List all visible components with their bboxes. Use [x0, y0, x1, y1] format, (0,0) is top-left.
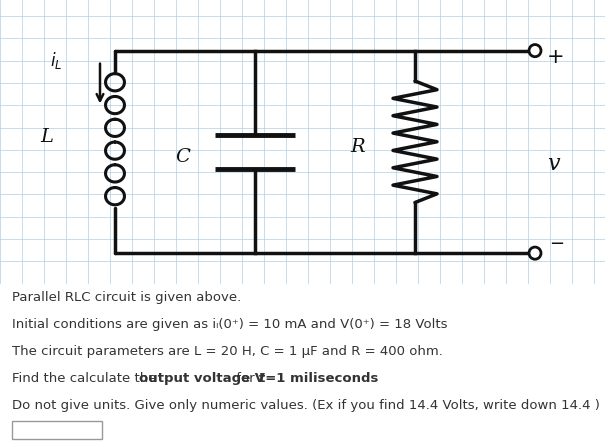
Text: v: v: [547, 153, 560, 175]
Text: Find the calculate the: Find the calculate the: [12, 372, 161, 385]
Text: output voltage V: output voltage V: [139, 372, 265, 385]
Text: The circuit parameters are L = 20 H, C = 1 μF and R = 400 ohm.: The circuit parameters are L = 20 H, C =…: [12, 345, 443, 358]
Text: −: −: [549, 235, 564, 253]
Text: R: R: [350, 138, 365, 156]
FancyBboxPatch shape: [12, 421, 102, 439]
Text: L: L: [40, 128, 53, 146]
Text: .: .: [346, 372, 350, 385]
Text: Do not give units. Give only numeric values. (Ex if you find 14.4 Volts, write d: Do not give units. Give only numeric val…: [12, 399, 600, 412]
Circle shape: [529, 45, 541, 57]
Circle shape: [529, 247, 541, 259]
Text: C: C: [175, 148, 190, 166]
Text: $i_L$: $i_L$: [50, 50, 62, 71]
Text: +: +: [547, 47, 564, 67]
Text: Initial conditions are given as iₗ(0⁺) = 10 mA and V(0⁺) = 18 Volts: Initial conditions are given as iₗ(0⁺) =…: [12, 318, 448, 331]
Text: Parallel RLC circuit is given above.: Parallel RLC circuit is given above.: [12, 291, 241, 304]
Text: for: for: [232, 372, 258, 385]
Text: t=1 miliseconds: t=1 miliseconds: [260, 372, 379, 385]
